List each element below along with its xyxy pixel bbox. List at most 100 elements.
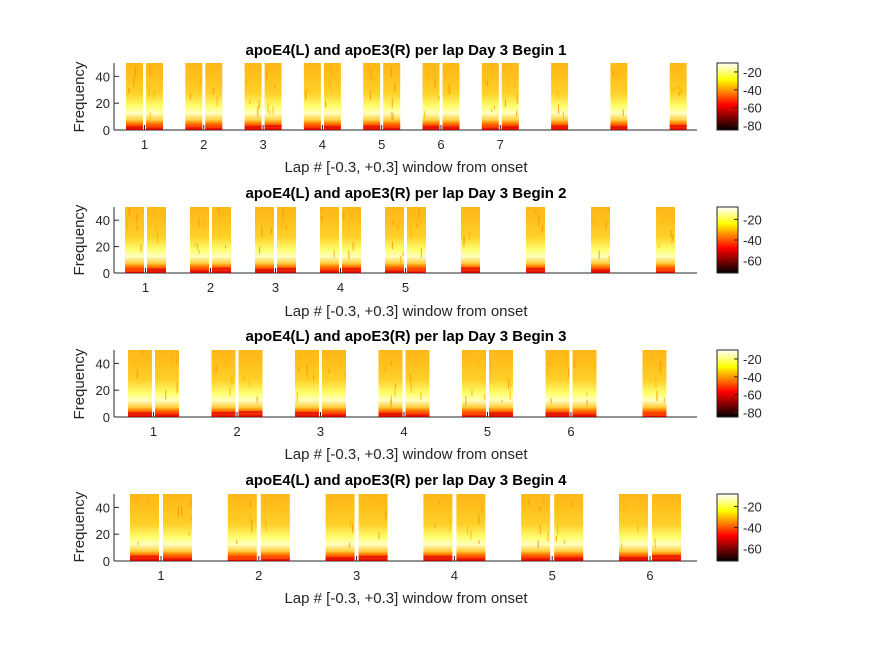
spectrogram-texture [397,221,399,232]
x-tick-label: 1 [142,280,149,295]
spectrogram-texture [384,367,386,373]
spectrogram-texture [217,207,220,214]
spectrogram-texture [672,67,674,73]
x-tick-label: 6 [646,568,653,583]
spectrogram-texture [390,399,392,410]
spectrogram-texture [267,102,269,114]
spectrogram-band [163,555,192,558]
y-tick-label: 40 [96,213,110,228]
spectrogram-band [363,125,381,128]
spectrogram-panel [462,350,486,417]
spectrogram-texture [391,241,394,250]
x-tick-label: 6 [567,424,574,439]
spectrogram-texture [678,86,680,90]
spectrogram-texture [282,218,284,230]
colorbar: -20 -40 -60 -80 [716,62,762,134]
spectrogram-texture [352,241,354,251]
spectrogram-texture [126,222,128,231]
spectrogram-texture [348,542,351,548]
spectrogram-band [323,125,341,128]
spectrogram-band [125,269,144,272]
spectrogram-texture [556,524,559,535]
spectrogram-band [554,557,584,560]
colorbar-tick-label: -40 [743,83,762,98]
spectrogram-texture [444,71,446,79]
spectrogram-texture [128,88,130,93]
spectrogram-texture [325,101,327,108]
spectrogram-texture [612,70,614,77]
spectrogram-texture [490,363,492,373]
spectrogram-texture [491,108,493,113]
spectrogram-texture [516,94,518,104]
spectrogram-texture [236,539,238,545]
spectrogram-texture [557,90,559,99]
spectrogram-texture [670,240,673,244]
spectrogram-texture [274,85,276,89]
spectrogram-texture [656,390,658,402]
spectrogram-texture [368,64,370,73]
spectrogram-texture [147,353,149,360]
spectrogram-panel [264,63,282,130]
spectrogram-texture [637,524,639,533]
x-axis-label: Lap # [-0.3, +0.3] window from onset [284,446,528,463]
spectrogram-texture [307,87,309,92]
spectrogram-texture [668,503,670,507]
spectrogram-band [303,125,321,128]
spectrogram-texture [539,524,541,534]
spectrogram-band [501,126,519,129]
spectrogram-texture [330,68,333,76]
spectrogram-panel [212,207,231,273]
spectrogram-band [407,269,426,272]
spectrogram-texture [586,392,588,396]
y-axis: 0 20 40 [96,494,119,569]
spectrogram-band [405,412,430,415]
spectrogram-texture [133,77,135,87]
spectrogram-texture [657,502,659,508]
spectrogram-texture [153,90,155,100]
spectrogram-texture [510,383,512,387]
colorbar: -20 -40 -60 -80 [716,349,762,421]
spectrogram-band [295,411,319,414]
spectrogram-texture [680,87,682,92]
spectrogram-texture [503,357,505,367]
spectrogram-texture [410,214,413,219]
spectrogram-panel [456,494,486,561]
spectrogram-texture [542,495,544,504]
x-tick-label: 2 [233,424,240,439]
spectrogram-texture [249,500,251,507]
spectrogram-panel [461,207,480,273]
spectrogram-texture [264,501,266,506]
spectrogram-panel [551,63,569,130]
spectrogram-texture [222,207,224,218]
spectrogram-texture [249,100,251,105]
spectrogram-texture [667,212,669,219]
spectrogram-texture [348,250,350,260]
spectrogram-texture [343,213,345,220]
spectrogram-texture [659,360,662,366]
spectrogram-texture [135,68,137,74]
spectrogram-texture [190,517,192,521]
spectrogram-texture [679,90,682,94]
spectrogram-panel [407,207,426,273]
spectrogram-band [422,125,440,128]
spectrogram-texture [547,530,549,542]
spectrogram-texture [608,255,610,261]
spectrogram-texture [395,383,397,388]
spectrogram-texture [409,230,412,237]
x-tick-label: 1 [150,424,157,439]
x-tick-label: 2 [200,137,207,152]
spectrogram-texture [438,96,440,101]
spectrogram-texture [235,518,237,522]
spectrogram-panel [227,494,257,561]
colorbar-tick-label: -60 [743,254,762,269]
spectrogram-texture [563,540,566,545]
spectrogram-band [619,556,648,559]
spectrogram-texture [409,373,411,383]
spectrogram-texture [541,224,544,233]
spectrogram-band [190,267,209,270]
spectrogram-texture [418,209,420,219]
spectrogram-texture [204,219,206,228]
spectrogram-texture [465,396,467,407]
spectrogram-texture [189,93,192,100]
y-tick-label: 20 [96,527,110,542]
